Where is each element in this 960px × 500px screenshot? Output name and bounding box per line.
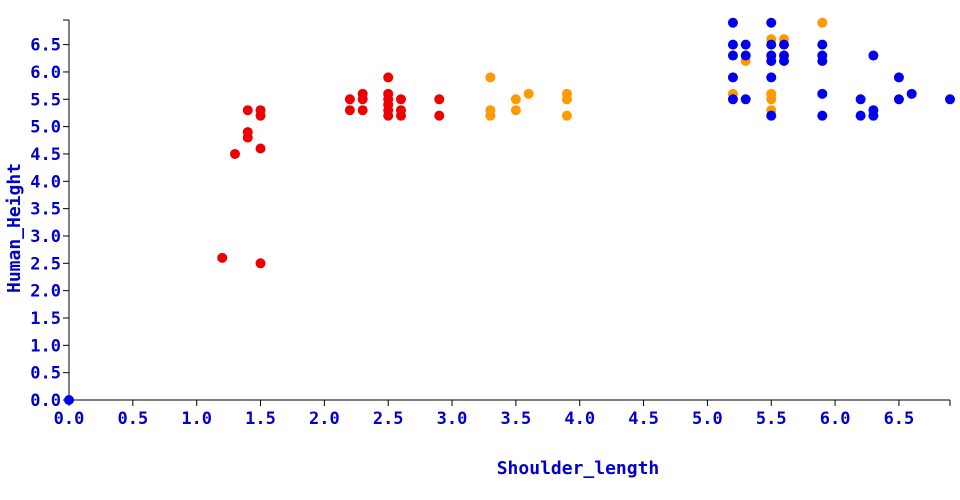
y-tick-label: 5.0 <box>30 118 61 138</box>
x-tick-label: 6.5 <box>884 409 915 429</box>
data-point <box>434 94 445 105</box>
x-tick-label: 0.0 <box>54 409 85 429</box>
y-tick-label: 4.0 <box>30 172 61 192</box>
y-tick-label: 2.0 <box>30 282 61 302</box>
data-point <box>523 88 534 99</box>
data-points <box>64 17 955 405</box>
data-point <box>817 39 828 50</box>
data-point <box>766 72 777 83</box>
data-point <box>893 72 904 83</box>
x-axis-title: Shoulder_length <box>497 458 660 479</box>
data-point <box>727 72 738 83</box>
data-point <box>779 39 790 50</box>
data-point <box>485 105 496 116</box>
data-point <box>727 17 738 28</box>
x-tick-label: 6.0 <box>820 409 851 429</box>
data-point <box>485 72 496 83</box>
data-point <box>766 50 777 61</box>
data-point <box>893 94 904 105</box>
x-tick-label: 3.0 <box>437 409 468 429</box>
data-point <box>740 39 751 50</box>
y-tick-label: 6.0 <box>30 63 61 83</box>
x-tick-label: 4.5 <box>628 409 659 429</box>
data-point <box>561 110 572 121</box>
y-tick-label: 6.5 <box>30 36 61 56</box>
data-point <box>344 94 355 105</box>
y-tick-label: 0.5 <box>30 364 61 384</box>
data-point <box>255 105 266 116</box>
data-point <box>779 50 790 61</box>
data-point <box>395 94 406 105</box>
data-point <box>906 88 917 99</box>
data-point <box>229 148 240 159</box>
data-point <box>855 110 866 121</box>
x-tick-label: 0.5 <box>117 409 148 429</box>
data-point <box>766 88 777 99</box>
data-point <box>740 50 751 61</box>
y-tick-label: 3.0 <box>30 227 61 247</box>
x-tick-label: 4.0 <box>564 409 595 429</box>
data-point <box>727 50 738 61</box>
y-tick-label: 4.5 <box>30 145 61 165</box>
data-point <box>766 17 777 28</box>
data-point <box>357 88 368 99</box>
y-tick-label: 1.0 <box>30 336 61 356</box>
data-point <box>242 105 253 116</box>
y-tick-label: 1.5 <box>30 309 61 329</box>
data-point <box>817 88 828 99</box>
data-point <box>510 94 521 105</box>
data-point <box>766 39 777 50</box>
data-point <box>344 105 355 116</box>
data-point <box>868 105 879 116</box>
data-point <box>510 105 521 116</box>
y-tick-label: 5.5 <box>30 90 61 110</box>
data-point <box>727 94 738 105</box>
data-point <box>242 127 253 138</box>
x-axis: 0.0 0.5 1.0 1.5 2.0 2.5 3.0 3.5 4.0 4.5 5.0 5.5 6.0 6… <box>54 399 951 429</box>
data-point <box>740 94 751 105</box>
data-point <box>64 395 74 405</box>
y-tick-label: 3.5 <box>30 200 61 220</box>
y-axis-title: Human_Height <box>4 163 25 293</box>
data-point <box>217 252 228 263</box>
data-point <box>434 110 445 121</box>
y-tick-label: 0.0 <box>30 391 61 411</box>
x-tick-label: 1.0 <box>181 409 212 429</box>
data-point <box>945 94 955 105</box>
y-tick-label: 2.5 <box>30 254 61 274</box>
data-point <box>855 94 866 105</box>
data-point <box>868 50 879 61</box>
data-point <box>255 143 266 154</box>
data-point <box>817 110 828 121</box>
data-point <box>357 105 368 116</box>
data-point <box>255 258 266 269</box>
data-point <box>817 17 828 28</box>
x-tick-label: 5.0 <box>692 409 723 429</box>
data-point <box>383 72 394 83</box>
x-tick-label: 3.5 <box>501 409 532 429</box>
x-tick-label: 1.5 <box>245 409 276 429</box>
y-axis: 0.0 0.5 1.0 1.5 2.0 2.5 3.0 3.5 4.0 4.5 5.0 5.5 6.0 6… <box>30 19 70 411</box>
x-tick-label: 2.5 <box>373 409 404 429</box>
data-point <box>383 88 394 99</box>
data-point <box>817 50 828 61</box>
x-tick-label: 2.0 <box>309 409 340 429</box>
data-point <box>561 88 572 99</box>
x-tick-label: 5.5 <box>756 409 787 429</box>
data-point <box>395 105 406 116</box>
data-point <box>766 110 777 121</box>
data-point <box>727 39 738 50</box>
